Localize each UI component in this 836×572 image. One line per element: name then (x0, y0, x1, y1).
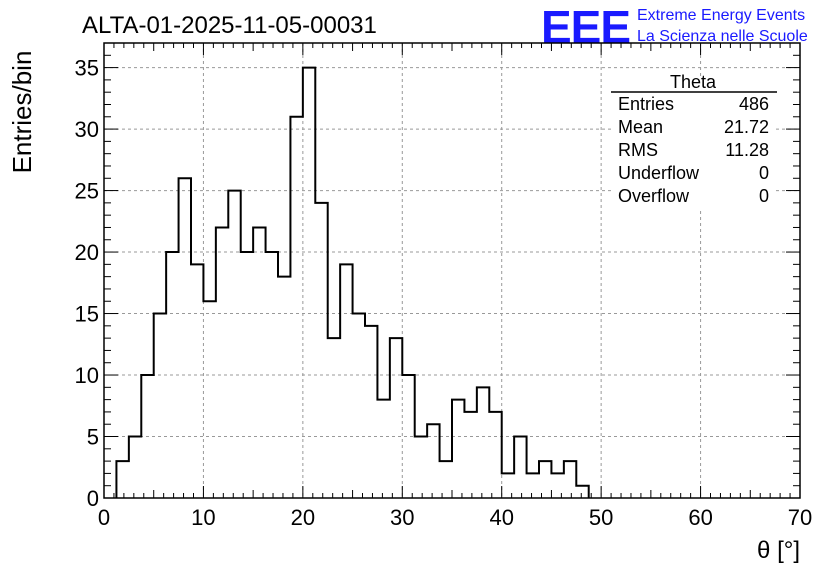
histogram-bin (340, 264, 352, 498)
stats-label-mean: Mean (618, 117, 663, 137)
histogram (115, 66, 590, 498)
histogram-bin (365, 326, 377, 498)
histogram-bin (328, 338, 340, 498)
histogram-bin (154, 314, 166, 498)
histogram-bin (191, 264, 203, 498)
histogram-bin (116, 461, 128, 498)
histogram-bin (129, 437, 141, 498)
stats-box: Theta Entries 486 Mean 21.72 RMS 11.28 U… (611, 72, 777, 211)
histogram-bin (353, 314, 365, 498)
histogram-bin (477, 387, 489, 498)
x-tick-label: 70 (788, 505, 812, 530)
histogram-bin (564, 461, 576, 498)
histogram-bin (514, 437, 526, 498)
stats-value-mean: 21.72 (724, 117, 769, 137)
histogram-bin (203, 301, 215, 498)
y-tick-label: 20 (75, 240, 99, 265)
run-title: ALTA-01-2025-11-05-00031 (82, 12, 377, 39)
x-tick-label: 10 (191, 505, 215, 530)
y-tick-label: 5 (87, 425, 99, 450)
y-tick-label: 30 (75, 117, 99, 142)
x-tick-label: 30 (390, 505, 414, 530)
y-tick-label: 25 (75, 179, 99, 204)
stats-label-underflow: Underflow (618, 163, 700, 183)
x-tick-label: 0 (98, 505, 110, 530)
plot-frame (103, 42, 801, 499)
histogram-bin (253, 227, 265, 498)
stats-value-underflow: 0 (759, 163, 769, 183)
histogram-bin (576, 486, 588, 498)
x-tick-label: 40 (489, 505, 513, 530)
stats-label-overflow: Overflow (618, 186, 690, 206)
histogram-bin (315, 203, 327, 498)
histogram-bin (551, 473, 563, 498)
histogram-bin (377, 400, 389, 498)
histogram-bin (166, 252, 178, 498)
x-tick-label: 20 (291, 505, 315, 530)
histogram-bin (527, 473, 539, 498)
brand-tagline: La Scienza nelle Scuole (637, 28, 808, 45)
histogram-bin (303, 68, 315, 498)
stats-box-background (611, 76, 776, 211)
histogram-bin (539, 461, 551, 498)
histogram-bin (415, 437, 427, 498)
histogram-bin (502, 473, 514, 498)
histogram-bin (228, 191, 240, 498)
y-tick-label: 10 (75, 363, 99, 388)
histogram-bin (241, 252, 253, 498)
stats-value-rms: 11.28 (725, 140, 769, 160)
brand-name: Extreme Energy Events (637, 7, 805, 24)
histogram-bin (440, 461, 452, 498)
histogram-bin (390, 338, 402, 498)
y-axis-label: Entries/bin (7, 51, 37, 174)
histogram-bin (452, 400, 464, 498)
x-tick-label: 50 (589, 505, 613, 530)
y-tick-label: 15 (75, 302, 99, 327)
histogram-bin (427, 424, 439, 498)
y-tick-label: 0 (87, 486, 99, 511)
histogram-bin (179, 178, 191, 498)
histogram-bin (402, 375, 414, 498)
stats-value-overflow: 0 (759, 186, 769, 206)
histogram-bin (141, 375, 153, 498)
stats-box-title: Theta (670, 72, 717, 92)
histogram-bin (216, 227, 228, 498)
axis-ticks (103, 42, 801, 499)
histogram-bin (489, 412, 501, 498)
histogram-bin (266, 252, 278, 498)
y-tick-label: 35 (75, 56, 99, 81)
x-tick-label: 60 (688, 505, 712, 530)
stats-value-entries: 486 (739, 94, 769, 114)
histogram-bin (290, 117, 302, 498)
eee-logo: EEE (541, 1, 630, 53)
x-axis-label: θ [°] (757, 537, 800, 564)
histogram-bin (464, 412, 476, 498)
stats-label-entries: Entries (618, 94, 674, 114)
tick-labels: 0 10 20 30 40 50 60 70 0 5 10 15 20 25 30 35 (75, 56, 813, 530)
histogram-bin (278, 277, 290, 498)
histogram-outline (115, 66, 590, 498)
stats-label-rms: RMS (618, 140, 658, 160)
